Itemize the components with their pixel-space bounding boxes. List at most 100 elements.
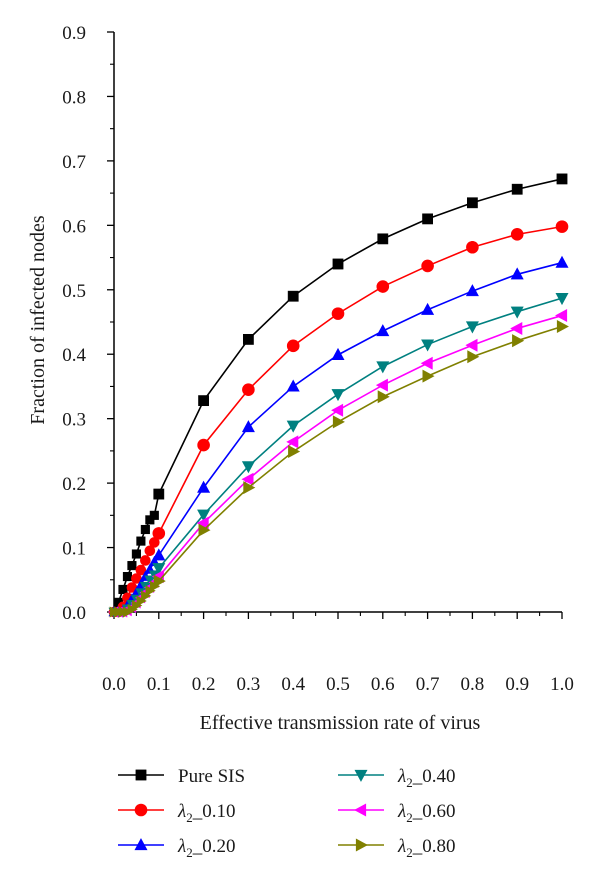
legend-item: Pure SIS bbox=[118, 766, 245, 787]
data-point bbox=[354, 769, 368, 782]
data-point bbox=[153, 488, 165, 500]
legend-item: λ2_0.20 bbox=[118, 836, 235, 860]
data-point bbox=[422, 369, 435, 383]
data-point bbox=[197, 509, 211, 522]
x-tick-label: 0.7 bbox=[416, 674, 440, 695]
data-point bbox=[510, 228, 524, 241]
data-point bbox=[376, 324, 390, 337]
data-point bbox=[354, 803, 367, 817]
data-point bbox=[152, 548, 166, 561]
series-layer bbox=[108, 173, 569, 618]
data-point bbox=[331, 307, 345, 320]
data-point bbox=[331, 347, 345, 360]
legend-item: λ2_0.80 bbox=[338, 836, 455, 860]
y-tick-label: 0.1 bbox=[62, 539, 86, 560]
series-5 bbox=[109, 320, 569, 618]
data-point bbox=[286, 339, 300, 353]
series-line bbox=[114, 325, 563, 613]
data-point bbox=[555, 309, 568, 323]
data-point bbox=[197, 480, 211, 493]
series-line bbox=[114, 314, 563, 613]
data-point bbox=[375, 378, 388, 392]
data-point bbox=[420, 356, 433, 370]
series-line bbox=[114, 297, 563, 613]
data-point bbox=[134, 803, 148, 817]
data-point bbox=[421, 302, 435, 315]
data-point bbox=[131, 549, 141, 559]
data-point bbox=[152, 563, 166, 576]
legend-label: λ2_0.60 bbox=[397, 801, 455, 825]
data-point bbox=[241, 461, 255, 474]
x-axis-title: Effective transmission rate of virus bbox=[200, 712, 481, 734]
data-point bbox=[135, 769, 147, 781]
y-tick-label: 0.3 bbox=[62, 410, 86, 431]
data-point bbox=[512, 334, 525, 348]
data-point bbox=[465, 284, 479, 297]
x-tick-label: 0.3 bbox=[237, 674, 261, 695]
legend-label: λ2_0.10 bbox=[177, 801, 235, 825]
data-point bbox=[243, 333, 254, 345]
data-point bbox=[140, 555, 151, 566]
data-point bbox=[331, 389, 345, 402]
x-tick-label: 0.8 bbox=[461, 674, 485, 695]
data-point bbox=[288, 445, 301, 459]
data-point bbox=[286, 379, 300, 392]
data-point bbox=[153, 574, 166, 588]
x-tick-label: 0.4 bbox=[281, 674, 305, 695]
data-point bbox=[376, 280, 390, 293]
legend-label: λ2_0.80 bbox=[397, 836, 455, 860]
data-point bbox=[510, 267, 524, 280]
data-point bbox=[376, 361, 390, 374]
data-point bbox=[555, 255, 569, 268]
y-tick-label: 0.7 bbox=[62, 152, 86, 173]
legend-item: λ2_0.10 bbox=[118, 801, 235, 825]
data-point bbox=[555, 220, 569, 233]
y-tick-label: 0.5 bbox=[62, 281, 86, 302]
legend-item: λ2_0.40 bbox=[338, 766, 455, 790]
x-tick-label: 0.1 bbox=[147, 674, 171, 695]
data-point bbox=[511, 183, 523, 195]
data-point bbox=[243, 481, 256, 495]
data-point bbox=[241, 420, 255, 433]
data-point bbox=[331, 403, 344, 417]
data-point bbox=[422, 213, 433, 225]
legend: Pure SIS λ2_0.10 λ2_0.20 λ2_0.40 λ2_0.60 λ2_0… bbox=[118, 766, 455, 860]
data-point bbox=[377, 233, 389, 245]
legend-label: Pure SIS bbox=[178, 766, 245, 787]
data-point bbox=[466, 197, 478, 209]
data-point bbox=[332, 415, 345, 429]
data-point bbox=[421, 339, 435, 352]
y-tick-label: 0.4 bbox=[62, 345, 86, 366]
x-tick-label: 0.5 bbox=[326, 674, 350, 695]
data-point bbox=[286, 420, 300, 433]
legend-label: λ2_0.20 bbox=[177, 836, 235, 860]
data-point bbox=[510, 306, 524, 319]
data-point bbox=[127, 561, 137, 571]
x-tick-label: 0.2 bbox=[192, 674, 216, 695]
data-point bbox=[286, 435, 299, 449]
data-point bbox=[144, 545, 156, 557]
y-tick-label: 0.8 bbox=[62, 87, 86, 108]
data-point bbox=[136, 536, 146, 546]
data-point bbox=[377, 390, 390, 404]
data-point bbox=[555, 293, 569, 306]
y-tick-label: 0.0 bbox=[62, 603, 86, 624]
x-tick-label: 0.6 bbox=[371, 674, 395, 695]
data-point bbox=[197, 438, 210, 452]
y-tick-label: 0.6 bbox=[62, 216, 86, 237]
series-0 bbox=[109, 173, 568, 617]
data-point bbox=[198, 395, 209, 407]
data-point bbox=[241, 472, 254, 486]
data-point bbox=[118, 584, 128, 594]
data-point bbox=[198, 523, 211, 537]
data-point bbox=[332, 258, 344, 270]
data-point bbox=[556, 173, 568, 185]
data-point bbox=[510, 321, 523, 335]
data-point bbox=[466, 240, 479, 254]
data-point bbox=[149, 510, 159, 520]
y-tick-label: 0.9 bbox=[62, 23, 86, 44]
x-tick-label: 0.0 bbox=[102, 674, 126, 695]
data-point bbox=[421, 259, 434, 273]
data-point bbox=[140, 524, 150, 535]
